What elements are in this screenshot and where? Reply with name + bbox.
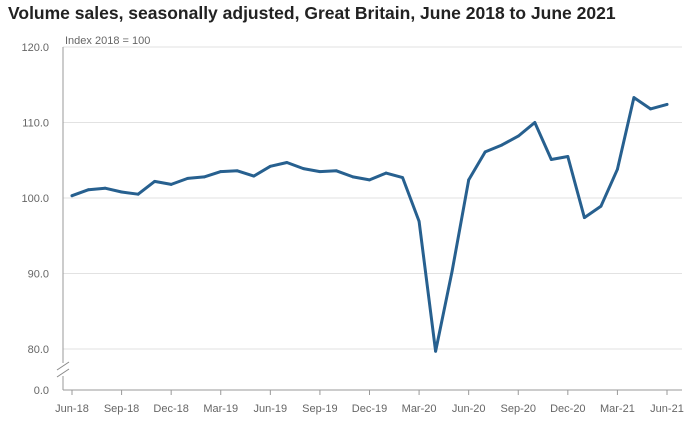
x-tick-label: Jun-19	[254, 403, 288, 415]
data-point	[417, 220, 421, 223]
x-tick-label: Jun-20	[452, 403, 486, 415]
data-point	[235, 169, 239, 173]
x-tick-label: Jun-18	[55, 403, 89, 415]
y-tick-label: 90.0	[28, 269, 49, 281]
x-tick-label: Jun-21	[650, 403, 684, 415]
data-point	[582, 216, 586, 220]
data-point	[566, 155, 570, 158]
data-point	[202, 175, 206, 179]
data-point	[434, 349, 438, 353]
x-tick-label: Mar-19	[203, 403, 238, 415]
data-point	[351, 175, 355, 179]
data-point	[103, 186, 107, 190]
data-point	[533, 121, 537, 124]
data-point	[616, 167, 619, 171]
chart-title: Volume sales, seasonally adjusted, Great…	[8, 3, 616, 23]
data-point	[450, 269, 454, 273]
axis-break-mark	[56, 361, 70, 371]
data-point	[219, 170, 223, 173]
data-point	[285, 161, 289, 164]
data-point	[70, 194, 74, 198]
y-tick-label: 0.0	[34, 385, 49, 397]
data-point	[87, 188, 90, 192]
data-point	[384, 171, 388, 175]
x-tick-label: Sep-19	[302, 403, 337, 415]
data-point	[186, 176, 190, 180]
y-tick-label: 100.0	[21, 193, 49, 205]
data-point	[665, 102, 669, 106]
data-point	[268, 164, 272, 168]
y-tick-label: 110.0	[22, 118, 49, 130]
x-tick-label: Dec-18	[153, 403, 188, 415]
axis-break-mark	[56, 368, 70, 378]
data-point	[467, 178, 471, 182]
data-point	[401, 176, 404, 180]
x-tick-label: Dec-19	[352, 403, 387, 415]
data-point	[500, 143, 504, 147]
unit-label: Index 2018 = 100	[65, 35, 150, 47]
y-tick-label: 80.0	[28, 344, 49, 356]
data-point	[599, 204, 603, 208]
data-point	[649, 107, 652, 111]
data-point	[549, 158, 553, 161]
y-tick-label: 120.0	[21, 42, 49, 54]
data-point	[368, 178, 371, 182]
data-point	[335, 169, 338, 173]
data-point	[169, 183, 173, 186]
data-point	[632, 96, 636, 99]
data-point	[318, 170, 322, 173]
x-tick-label: Sep-20	[501, 403, 536, 415]
x-tick-label: Sep-18	[104, 403, 139, 415]
data-point	[153, 179, 157, 183]
data-point	[483, 150, 487, 154]
data-point	[252, 174, 256, 178]
data-point	[136, 192, 140, 196]
data-point	[301, 167, 305, 170]
data-point	[516, 134, 520, 138]
data-point	[120, 190, 123, 194]
x-tick-label: Mar-20	[402, 403, 437, 415]
series-line	[70, 96, 669, 353]
x-tick-label: Mar-21	[600, 403, 635, 415]
x-tick-label: Dec-20	[550, 403, 585, 415]
